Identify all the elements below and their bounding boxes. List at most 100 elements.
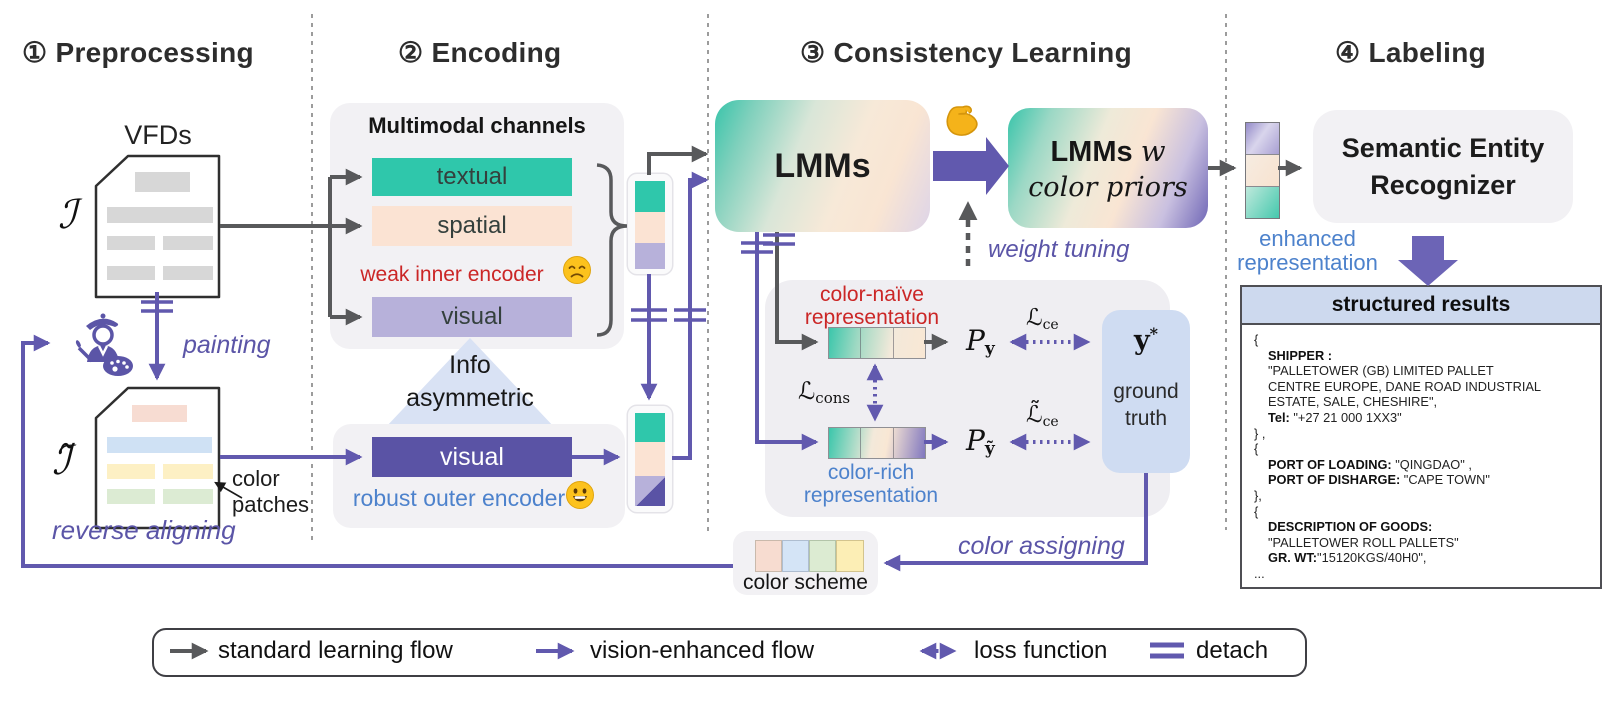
section-title-consistency: ③ Consistency Learning	[800, 37, 1132, 68]
grinning-face-icon	[566, 481, 594, 509]
result-line: Tel: "+27 21 000 1XX3"	[1268, 409, 1402, 425]
scheme-swatch-blue	[782, 540, 809, 572]
y-star-symbol: y*	[1133, 324, 1159, 356]
detach-stack2-line	[674, 308, 706, 322]
color-rich-representation-block	[828, 427, 926, 459]
color-scheme-label: color scheme	[743, 571, 868, 594]
color-patches-label: color patches	[232, 466, 310, 517]
doc-symbol-I: ℐ	[58, 192, 77, 238]
lmms-upgrade-arrow	[933, 137, 1009, 195]
result-line: PORT OF DISHARGE: "CAPE TOWN"	[1268, 472, 1490, 488]
semantic-entity-recognizer-box: Semantic Entity Recognizer	[1313, 110, 1573, 223]
enhanced-seg-textual	[1246, 187, 1279, 218]
ground-truth-label: ground truth	[1113, 380, 1179, 430]
visual-inner-channel-bar: visual	[372, 297, 572, 337]
enhanced-representation-label: enhanced representation	[1237, 226, 1378, 275]
robust-outer-encoder-label: robust outer encoder	[352, 485, 566, 511]
legend-box	[152, 628, 1307, 677]
enhanced-representation-stack	[1245, 122, 1280, 219]
legend-standard-flow-label: standard learning flow	[218, 637, 453, 664]
embedding2-seg-textual	[635, 413, 665, 442]
lmms-box: LMMs	[715, 100, 930, 232]
color-patch-yellow	[163, 464, 213, 479]
lmms-w-main: LMMs	[1050, 135, 1133, 168]
enhanced-seg-visual	[1246, 123, 1279, 155]
p-y-symbol: Py	[966, 324, 995, 360]
structured-results-title: structured results	[1242, 287, 1600, 325]
detach-doc1	[141, 300, 173, 313]
color-patch-green	[163, 489, 213, 504]
sad-face-icon	[563, 256, 591, 284]
result-line: ...	[1254, 565, 1265, 581]
result-line: SHIPPER :	[1268, 347, 1332, 363]
legend-detach-label: detach	[1196, 637, 1269, 664]
result-line: {	[1254, 503, 1259, 519]
result-line: GR. WT:"15120KGS/40H0",	[1268, 550, 1427, 566]
color-patch-yellow	[107, 464, 155, 479]
result-line: {	[1254, 332, 1259, 347]
structured-results-body: { SHIPPER : "PALLETOWER (GB) LIMITED PALLE…	[1242, 325, 1600, 589]
detach-stack1	[631, 308, 667, 322]
structured-results-box: structured results {SHIPPER : "PALLETOWER…	[1240, 285, 1602, 589]
result-line: DESCRIPTION OF GOODS:	[1268, 519, 1433, 535]
ground-truth-box: y* ground truth	[1102, 310, 1190, 473]
flow-stack2-to-lmms	[672, 171, 709, 460]
reverse-aligning-label: reverse aligning	[52, 515, 236, 545]
doc-text-bar	[107, 266, 155, 280]
painter-palette-icon	[75, 313, 133, 376]
section-title-encoding: ② Encoding	[398, 37, 562, 68]
flexed-biceps-icon	[946, 105, 978, 136]
detach-lmms-gray	[763, 233, 795, 246]
color-assigning-label: color assigning	[958, 532, 1125, 560]
weight-tuning-label: weight tuning	[988, 236, 1130, 263]
result-line: "PALLETOWER ROLL PALLETS"	[1268, 534, 1459, 550]
color-rich-representation-label: color-rich representation	[803, 461, 939, 507]
embedding-seg-textual	[635, 181, 665, 212]
loss-cons-label: ℒcons	[798, 377, 851, 408]
recognizer-output-arrow	[1398, 236, 1458, 286]
result-line: "PALLETOWER (GB) LIMITED PALLET	[1268, 363, 1494, 379]
detach-lmms-purple	[741, 241, 773, 254]
result-line: } ,	[1254, 425, 1266, 441]
result-line: ESTATE, SALE, CHESHIRE",	[1268, 394, 1438, 410]
doc-text-bar	[107, 236, 155, 250]
color-naive-representation-label: color-naïve representation	[804, 283, 940, 329]
section-title-labeling: ④ Labeling	[1335, 37, 1486, 68]
doc-text-bar	[163, 266, 213, 280]
embedding2-seg-visual-mixed	[635, 476, 665, 506]
result-line: {	[1254, 441, 1259, 457]
section-separator-3	[1225, 14, 1227, 530]
result-line: CENTRE EUROPE, DANE ROAD INDUSTRIAL	[1268, 378, 1542, 394]
color-priors-label: color priors	[1028, 171, 1188, 203]
multimodal-channels-title: Multimodal channels	[368, 113, 586, 138]
color-patch-blue	[107, 437, 212, 453]
enhanced-seg-spatial	[1246, 155, 1279, 187]
weak-inner-encoder-label: weak inner encoder	[360, 263, 544, 286]
lmms-w-var: w	[1140, 133, 1166, 168]
section-title-preprocessing: ① Preprocessing	[22, 37, 254, 68]
embedding2-seg-spatial	[635, 442, 665, 476]
embedding-seg-visual	[635, 243, 665, 269]
color-patch-peach	[132, 405, 187, 422]
loss-ce-label: ℒce	[1026, 305, 1059, 334]
visual-outer-bar: visual	[372, 437, 572, 477]
flow-doc1-branch	[220, 177, 332, 317]
color-patch-green	[107, 489, 155, 504]
result-line: PORT OF LOADING: "QINGDAO" ,	[1268, 456, 1472, 472]
section-separator-1	[311, 14, 313, 540]
flow-embedding-to-lmms	[647, 145, 709, 175]
spatial-channel-bar: spatial	[372, 206, 572, 246]
scheme-swatch-peach	[755, 540, 782, 572]
p-y-tilde-symbol: Pỹ	[966, 424, 995, 460]
color-naive-representation-block	[828, 327, 926, 359]
embedding-seg-spatial	[635, 212, 665, 243]
doc-symbol-I-tilde: ℐ̃	[52, 438, 71, 484]
legend-vision-flow-label: vision-enhanced flow	[590, 637, 815, 664]
scheme-swatch-yellow	[836, 540, 864, 572]
loss-ce-tilde-label: ℒ̃ce	[1026, 402, 1059, 431]
doc-text-bar	[135, 172, 190, 192]
lmms-color-priors-box: LMMs w color priors	[1008, 108, 1208, 228]
info-asymmetric-label: Info asymmetric	[406, 351, 534, 412]
painting-label: painting	[183, 331, 271, 359]
